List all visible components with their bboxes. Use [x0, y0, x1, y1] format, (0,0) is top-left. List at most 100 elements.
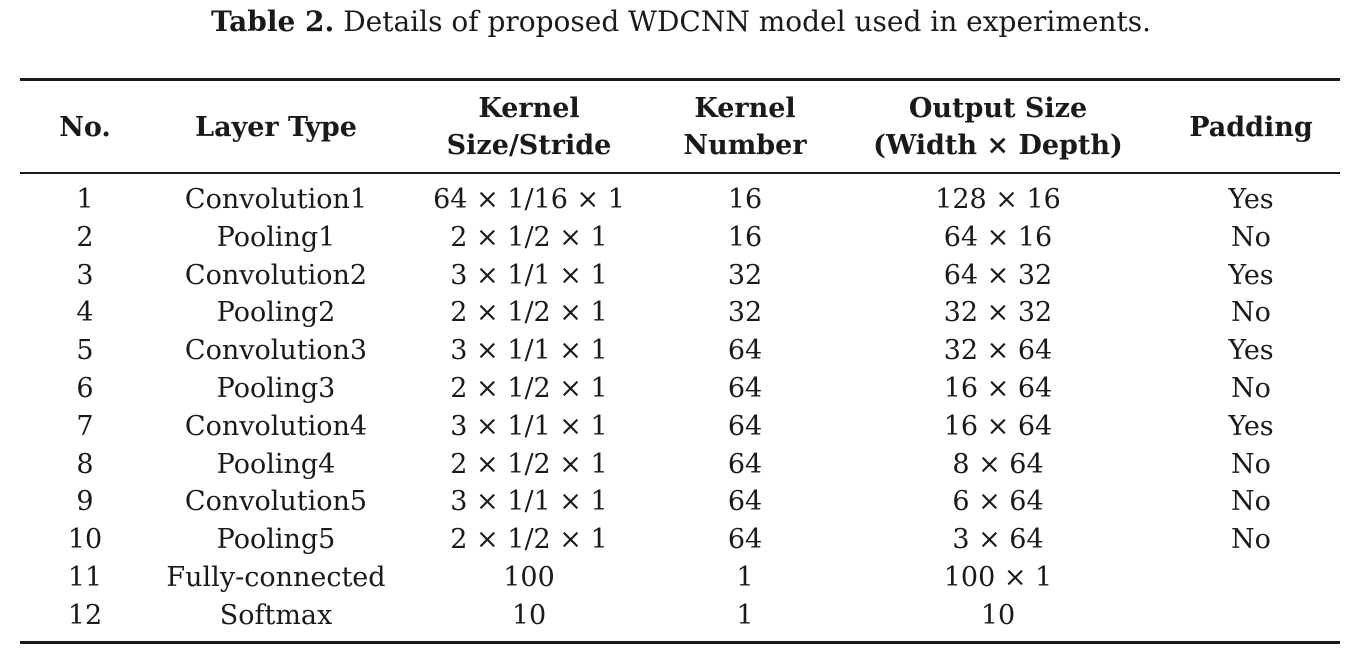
- cell-kernel-number: 16: [727, 184, 763, 215]
- cell-no: 5: [76, 335, 94, 367]
- cell-padding: No: [1231, 486, 1271, 518]
- cell-layer-type: Pooling3: [216, 372, 336, 404]
- cell-kernel-size-stride: 3 × 1/1 × 1: [450, 335, 608, 367]
- table-row: 9 Convolution5 3 × 1/1 × 1 64 6 × 64 No: [20, 483, 1340, 521]
- cell-no: 6: [76, 372, 94, 404]
- cell-kernel-size-stride: 10: [511, 599, 547, 631]
- cell-no: 4: [76, 297, 94, 329]
- header-kernel-size-line1: Kernel: [478, 93, 580, 124]
- cell-layer-type: Softmax: [219, 599, 333, 631]
- cell-output-size: 100 × 1: [943, 561, 1053, 593]
- table-row: 12 Softmax 10 1 10: [20, 597, 1340, 635]
- cell-kernel-size-stride: 64 × 1/16 × 1: [433, 184, 625, 215]
- cell-layer-type: Pooling5: [216, 524, 336, 556]
- cell-kernel-number: 1: [736, 599, 754, 631]
- caption-text: Details of proposed WDCNN model used in …: [343, 5, 1152, 38]
- cell-output-size: 8 × 64: [952, 448, 1044, 480]
- cell-padding: Yes: [1228, 335, 1274, 367]
- cell-kernel-number: 64: [727, 524, 763, 556]
- cell-no: 7: [76, 410, 94, 442]
- cell-kernel-number: 1: [736, 561, 754, 593]
- caption-label: Table 2.: [210, 5, 335, 38]
- cell-layer-type: Convolution1: [184, 184, 368, 215]
- cell-padding: Yes: [1228, 259, 1274, 291]
- table-row: 3 Convolution2 3 × 1/1 × 1 32 64 × 32 Yes: [20, 257, 1340, 295]
- header-output-size-line1: Output Size: [908, 93, 1088, 124]
- cell-layer-type: Pooling2: [216, 297, 336, 329]
- table-row: 11 Fully-connected 100 1 100 × 1: [20, 559, 1340, 597]
- table-row: 10 Pooling5 2 × 1/2 × 1 64 3 × 64 No: [20, 521, 1340, 559]
- cell-layer-type: Fully-connected: [166, 561, 386, 593]
- cell-no: 8: [76, 448, 94, 480]
- cell-layer-type: Pooling1: [216, 221, 336, 253]
- cell-no: 3: [76, 259, 94, 291]
- cell-padding: No: [1231, 524, 1271, 556]
- cell-no: 2: [76, 221, 94, 253]
- cell-output-size: 64 × 16: [943, 221, 1053, 253]
- cell-output-size: 16 × 64: [943, 410, 1053, 442]
- cell-kernel-size-stride: 2 × 1/2 × 1: [450, 221, 608, 253]
- cell-kernel-number: 32: [727, 297, 763, 329]
- cell-kernel-number: 32: [727, 259, 763, 291]
- header-no: No.: [20, 88, 150, 166]
- header-kernel-number-line2: Number: [683, 130, 807, 161]
- header-no-label: No.: [59, 111, 111, 143]
- cell-no: 12: [67, 599, 103, 631]
- cell-padding: [1162, 559, 1340, 597]
- header-row: No. Layer Type Kernel Size/Stride Kernel…: [20, 88, 1340, 166]
- cell-output-size: 64 × 32: [943, 259, 1053, 291]
- cell-layer-type: Convolution3: [184, 335, 368, 367]
- top-rule: [20, 78, 1340, 81]
- cell-output-size: 6 × 64: [952, 486, 1044, 518]
- header-padding: Padding: [1162, 88, 1340, 166]
- table-body: 1 Convolution1 64 × 1/16 × 1 16 128 × 16 Yes 2…: [20, 181, 1340, 635]
- cell-kernel-size-stride: 3 × 1/1 × 1: [450, 410, 608, 442]
- cell-padding: [1162, 597, 1340, 635]
- cell-output-size: 32 × 64: [943, 335, 1053, 367]
- cell-output-size: 16 × 64: [943, 372, 1053, 404]
- cell-kernel-size-stride: 3 × 1/1 × 1: [450, 259, 608, 291]
- cell-layer-type: Convolution5: [184, 486, 368, 518]
- table-row: 2 Pooling1 2 × 1/2 × 1 16 64 × 16 No: [20, 219, 1340, 257]
- header-layer-type: Layer Type: [150, 88, 402, 166]
- cell-padding: No: [1231, 372, 1271, 404]
- cell-output-size: 128 × 16: [935, 184, 1061, 215]
- cell-kernel-size-stride: 2 × 1/2 × 1: [450, 372, 608, 404]
- cell-padding: No: [1231, 221, 1271, 253]
- cell-kernel-size-stride: 100: [503, 561, 555, 593]
- cell-kernel-number: 64: [727, 335, 763, 367]
- cell-no: 11: [67, 561, 103, 593]
- cell-kernel-number: 64: [727, 486, 763, 518]
- header-rule: [20, 172, 1340, 174]
- header-kernel-number-line1: Kernel: [694, 93, 796, 124]
- table-row: 1 Convolution1 64 × 1/16 × 1 16 128 × 16 Yes: [20, 181, 1340, 219]
- cell-padding: No: [1231, 448, 1271, 480]
- header-kernel-size-line2: Size/Stride: [446, 130, 612, 161]
- table-caption: Table 2. Details of proposed WDCNN model…: [0, 2, 1362, 42]
- header-kernel-number: Kernel Number: [656, 88, 834, 166]
- cell-output-size: 32 × 32: [943, 297, 1053, 329]
- cell-no: 10: [67, 524, 103, 556]
- table-row: 5 Convolution3 3 × 1/1 × 1 64 32 × 64 Yes: [20, 332, 1340, 370]
- cell-padding: Yes: [1228, 410, 1274, 442]
- cell-kernel-size-stride: 2 × 1/2 × 1: [450, 524, 608, 556]
- cell-no: 1: [76, 184, 94, 215]
- cell-layer-type: Convolution2: [184, 259, 368, 291]
- bottom-rule: [20, 641, 1340, 644]
- table-row: 4 Pooling2 2 × 1/2 × 1 32 32 × 32 No: [20, 294, 1340, 332]
- cell-kernel-number: 16: [727, 221, 763, 253]
- table-header: No. Layer Type Kernel Size/Stride Kernel…: [20, 88, 1340, 166]
- table-row: 7 Convolution4 3 × 1/1 × 1 64 16 × 64 Yes: [20, 408, 1340, 446]
- cell-layer-type: Convolution4: [184, 410, 368, 442]
- table-row: 8 Pooling4 2 × 1/2 × 1 64 8 × 64 No: [20, 446, 1340, 484]
- cell-padding: No: [1231, 297, 1271, 329]
- cell-output-size: 3 × 64: [952, 524, 1044, 556]
- cell-kernel-size-stride: 2 × 1/2 × 1: [450, 297, 608, 329]
- cell-layer-type: Pooling4: [216, 448, 336, 480]
- header-output-size: Output Size (Width × Depth): [834, 88, 1162, 166]
- cell-kernel-size-stride: 2 × 1/2 × 1: [450, 448, 608, 480]
- cell-output-size: 10: [980, 599, 1016, 631]
- cell-padding: Yes: [1228, 184, 1274, 215]
- cell-no: 9: [76, 486, 94, 518]
- header-output-size-line2: (Width × Depth): [873, 130, 1123, 161]
